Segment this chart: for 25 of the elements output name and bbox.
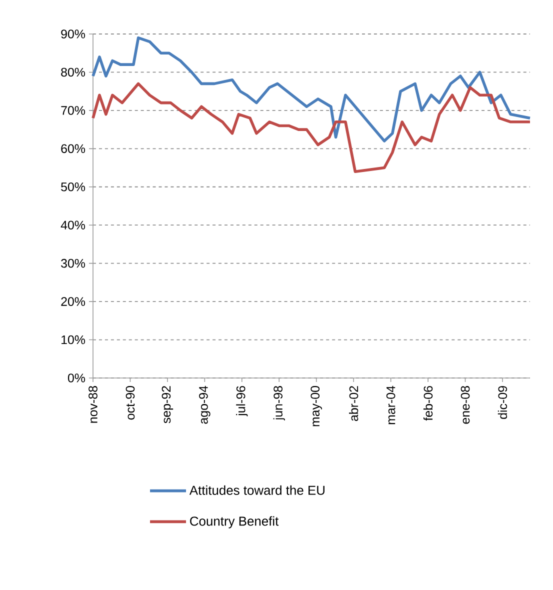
x-tick-label: ago-94	[199, 386, 210, 424]
y-tick-label: 30%	[61, 258, 86, 268]
x-tick-label: ene-08	[460, 386, 470, 424]
y-tick-label: 20%	[61, 297, 86, 306]
x-tick-label: sep-92	[162, 386, 174, 424]
x-tick-label: dic-09	[498, 386, 508, 419]
legend-label: Attitudes toward the EU	[189, 485, 324, 495]
y-tick-label: 0%	[68, 374, 86, 382]
y-tick-label: 70%	[61, 106, 86, 115]
legend-label: Country Benefit	[190, 516, 279, 528]
y-tick-label: 10%	[62, 335, 86, 344]
y-tick-label: 80%	[61, 68, 86, 77]
x-tick-label: nov-88	[88, 386, 98, 423]
x-tick-label: oct-90	[126, 386, 135, 420]
x-tick-label: may-00	[310, 386, 322, 426]
y-tick-label: 90%	[61, 30, 86, 38]
x-tick-label: feb-06	[423, 386, 433, 421]
x-tick-label: jul-96	[236, 386, 248, 416]
x-tick-label: abr-02	[349, 386, 358, 421]
x-tick-label: mar-04	[386, 386, 396, 424]
line-series	[92, 82, 532, 173]
y-tick-label: 60%	[61, 144, 86, 154]
y-tick-label: 50%	[61, 182, 86, 192]
y-tick-label: 40%	[60, 220, 86, 230]
x-tick-label: jun-98	[273, 386, 285, 420]
